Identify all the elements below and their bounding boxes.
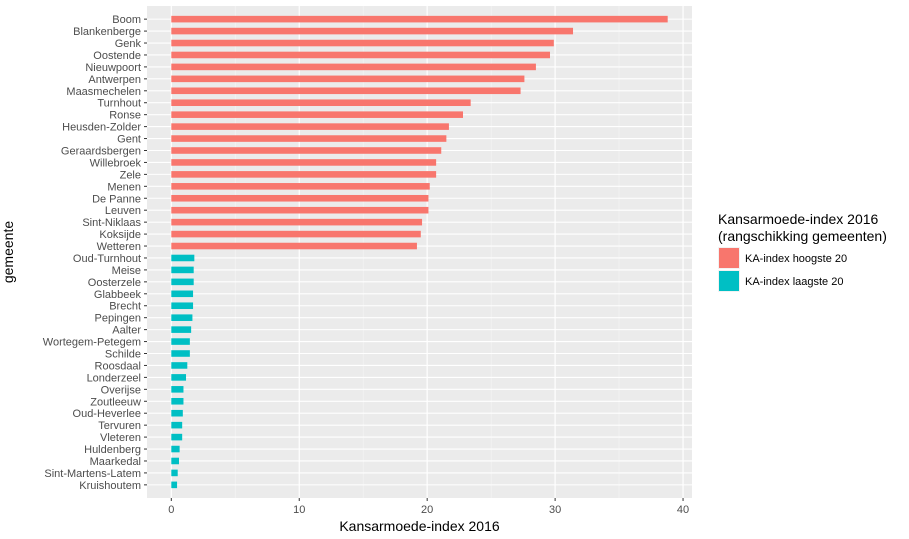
y-tick-label: Tervuren — [98, 420, 141, 432]
y-tick-label: Brecht — [109, 301, 141, 313]
bar — [171, 242, 417, 250]
x-tick-label: 0 — [168, 504, 174, 516]
y-tick-label: Oud-Heverlee — [73, 408, 141, 420]
y-tick-label: Wetteren — [97, 241, 141, 253]
y-tick-label: Roosdaal — [95, 360, 141, 372]
bar — [171, 457, 179, 465]
bar — [171, 409, 183, 417]
y-tick-label: Gent — [117, 134, 141, 146]
y-tick-label: Oosterzele — [88, 277, 141, 289]
bar — [171, 481, 178, 489]
y-axis: BoomBlankenbergeGenkOostendeNieuwpoortAn… — [43, 14, 147, 492]
bar — [171, 87, 521, 95]
x-tick-label: 40 — [677, 504, 689, 516]
bar — [171, 338, 190, 345]
y-tick-label: Wortegem-Petegem — [43, 337, 141, 349]
y-tick-label: Geraardsbergen — [61, 145, 141, 157]
bar — [171, 266, 194, 274]
bar — [171, 386, 184, 393]
bar — [171, 445, 180, 453]
bar — [171, 111, 463, 118]
bar — [171, 206, 429, 214]
bar — [171, 350, 190, 357]
y-tick-label: Leuven — [105, 205, 141, 217]
bar — [171, 302, 194, 310]
y-tick-label: Sint-Martens-Latem — [44, 468, 141, 480]
x-axis: 0 10 20 30 40 — [168, 498, 689, 516]
y-tick-label: Menen — [107, 181, 141, 193]
bar — [171, 218, 423, 226]
y-tick-label: Vleteren — [100, 432, 141, 444]
x-axis-title: Kansarmoede-index 2016 — [339, 518, 500, 534]
x-tick-label: 20 — [421, 504, 433, 516]
y-tick-label: Zoutleeuw — [90, 396, 141, 408]
bar — [171, 39, 554, 47]
y-tick-label: Kruishoutem — [79, 480, 141, 492]
bar — [171, 433, 183, 441]
y-axis-title: gemeente — [0, 221, 16, 283]
bar — [171, 397, 184, 405]
bar — [171, 27, 574, 35]
legend-swatch-hoogste — [719, 248, 739, 268]
bar — [171, 123, 449, 130]
legend-subtitle: (rangschikking gemeenten) — [718, 228, 887, 244]
y-tick-label: Maarkedal — [90, 456, 141, 468]
bar — [171, 278, 194, 286]
y-tick-label: Glabbeek — [94, 289, 142, 301]
y-tick-label: Koksijde — [99, 229, 141, 241]
y-tick-label: Ronse — [109, 110, 141, 122]
y-tick-label: Boom — [112, 14, 141, 26]
bars — [171, 15, 668, 489]
y-tick-label: Heusden-Zolder — [62, 122, 141, 134]
y-tick-label: Antwerpen — [88, 74, 141, 86]
y-tick-label: Oostende — [93, 50, 141, 62]
y-tick-label: Meise — [112, 265, 141, 277]
bar — [171, 374, 187, 381]
bar — [171, 230, 421, 238]
bar — [171, 314, 193, 321]
bar — [171, 254, 195, 262]
legend-label-hoogste: KA-index hoogste 20 — [745, 253, 847, 265]
bar — [171, 135, 447, 142]
y-tick-label: Oud-Turnhout — [73, 253, 141, 265]
bar — [171, 171, 437, 178]
bar — [171, 159, 437, 166]
y-tick-label: Overijse — [101, 384, 141, 396]
bar — [171, 63, 536, 71]
bar — [171, 51, 550, 59]
y-tick-label: Genk — [115, 38, 142, 50]
legend-title: Kansarmoede-index 2016 — [718, 211, 879, 227]
y-tick-label: Willebroek — [90, 157, 142, 169]
x-tick-label: 10 — [293, 504, 305, 516]
y-tick-label: Huldenberg — [84, 444, 141, 456]
y-tick-label: Sint-Niklaas — [82, 217, 141, 229]
bar — [171, 362, 188, 369]
y-tick-label: Turnhout — [97, 98, 141, 110]
bar — [171, 15, 668, 23]
bar — [171, 75, 525, 83]
bar — [171, 421, 183, 429]
bar — [171, 99, 471, 107]
y-tick-label: Zele — [120, 169, 141, 181]
y-tick-label: De Panne — [92, 193, 141, 205]
y-tick-label: Pepingen — [95, 313, 142, 325]
y-tick-label: Nieuwpoort — [85, 62, 141, 74]
bar — [171, 326, 192, 333]
y-tick-label: Schilde — [105, 349, 141, 361]
y-tick-label: Blankenberge — [73, 26, 141, 38]
bar — [171, 194, 429, 202]
bar — [171, 183, 430, 190]
x-tick-label: 30 — [549, 504, 561, 516]
legend: Kansarmoede-index 2016 (rangschikking ge… — [718, 211, 887, 292]
legend-swatch-laagste — [719, 271, 739, 291]
bar — [171, 290, 194, 298]
bar — [171, 147, 442, 154]
legend-label-laagste: KA-index laagste 20 — [745, 276, 843, 288]
y-tick-label: Londerzeel — [87, 372, 141, 384]
y-tick-label: Maasmechelen — [66, 86, 141, 98]
bar — [171, 469, 178, 477]
y-tick-label: Aalter — [112, 325, 141, 337]
